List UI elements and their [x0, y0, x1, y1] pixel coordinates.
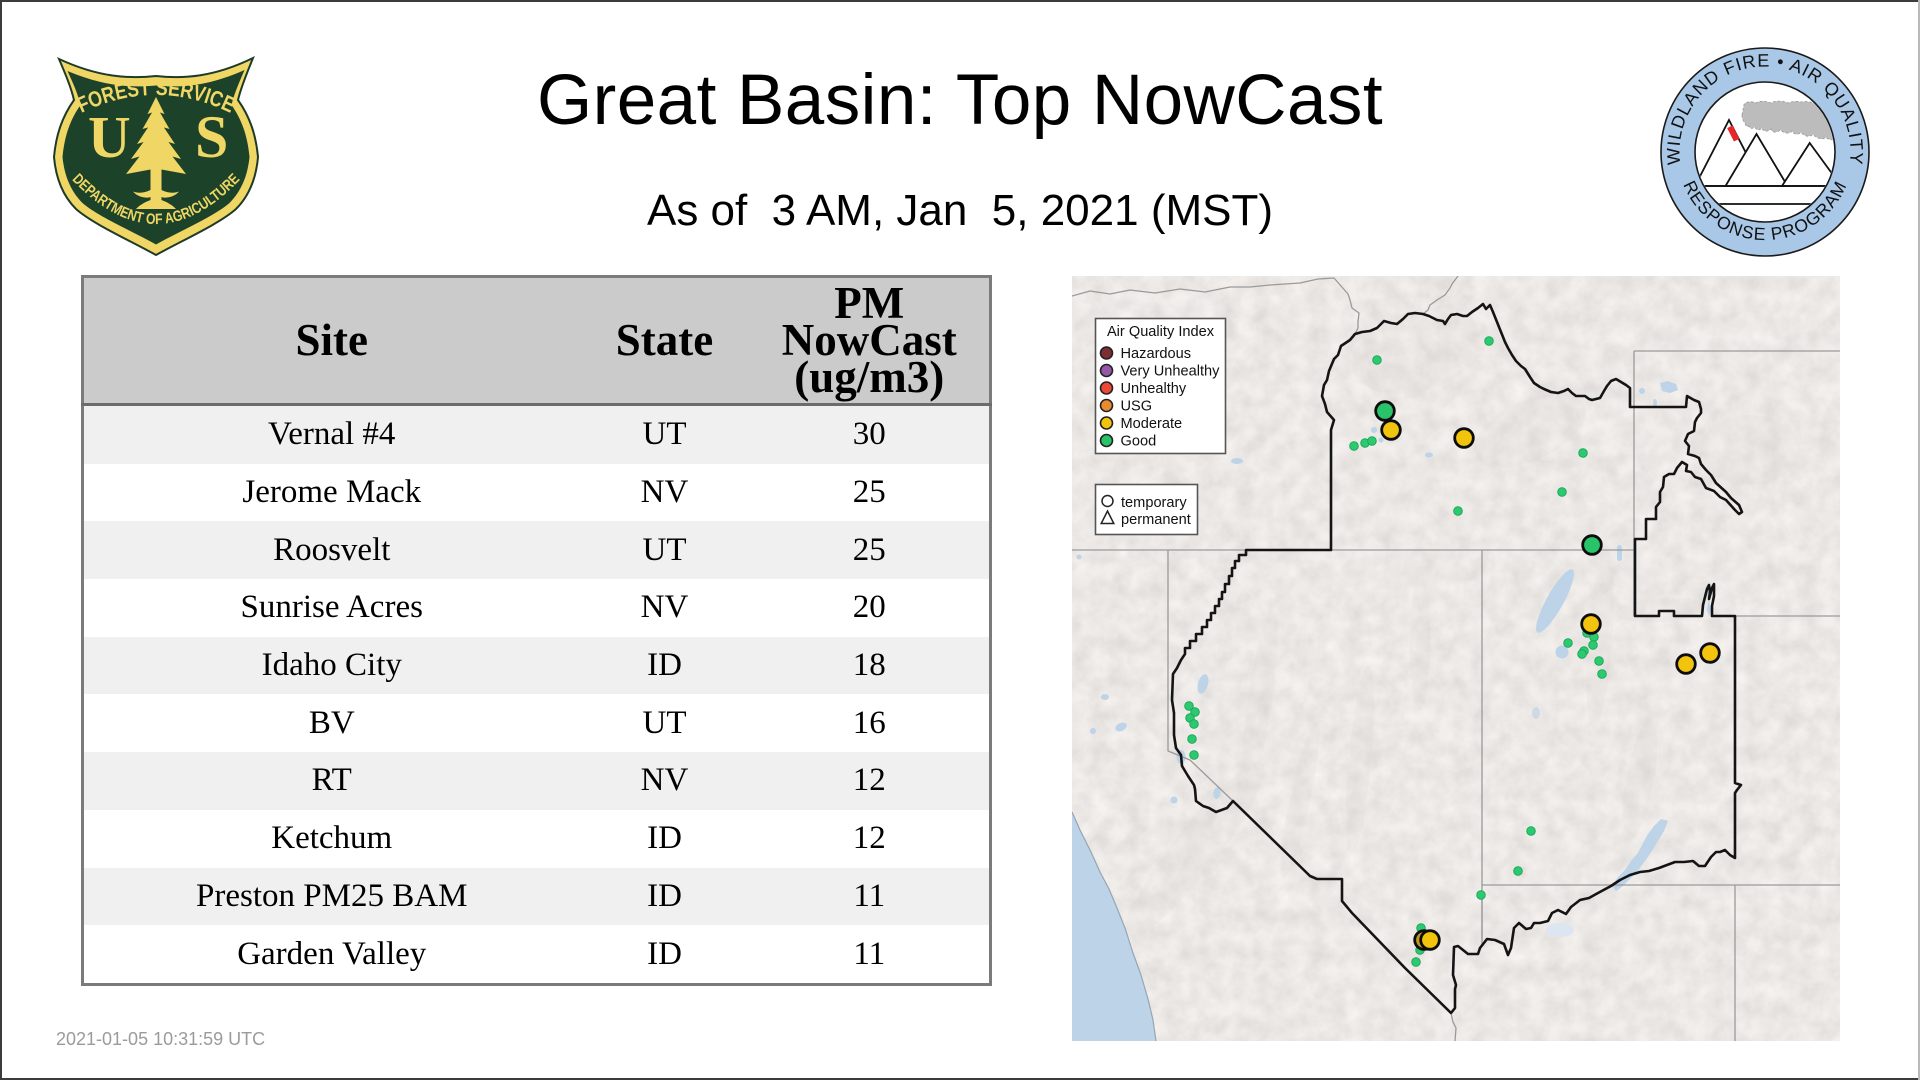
svg-text:Moderate: Moderate — [1121, 416, 1183, 432]
svg-text:Air Quality Index: Air Quality Index — [1107, 324, 1215, 340]
svg-text:Hazardous: Hazardous — [1121, 346, 1192, 362]
svg-text:temporary: temporary — [1121, 495, 1187, 511]
svg-text:Unhealthy: Unhealthy — [1121, 381, 1187, 397]
svg-text:USG: USG — [1121, 399, 1153, 415]
svg-text:Good: Good — [1121, 434, 1157, 450]
svg-text:S: S — [195, 104, 228, 170]
svg-text:U: U — [88, 104, 131, 170]
svg-text:permanent: permanent — [1121, 512, 1191, 528]
svg-text:Very Unhealthy: Very Unhealthy — [1121, 364, 1221, 380]
